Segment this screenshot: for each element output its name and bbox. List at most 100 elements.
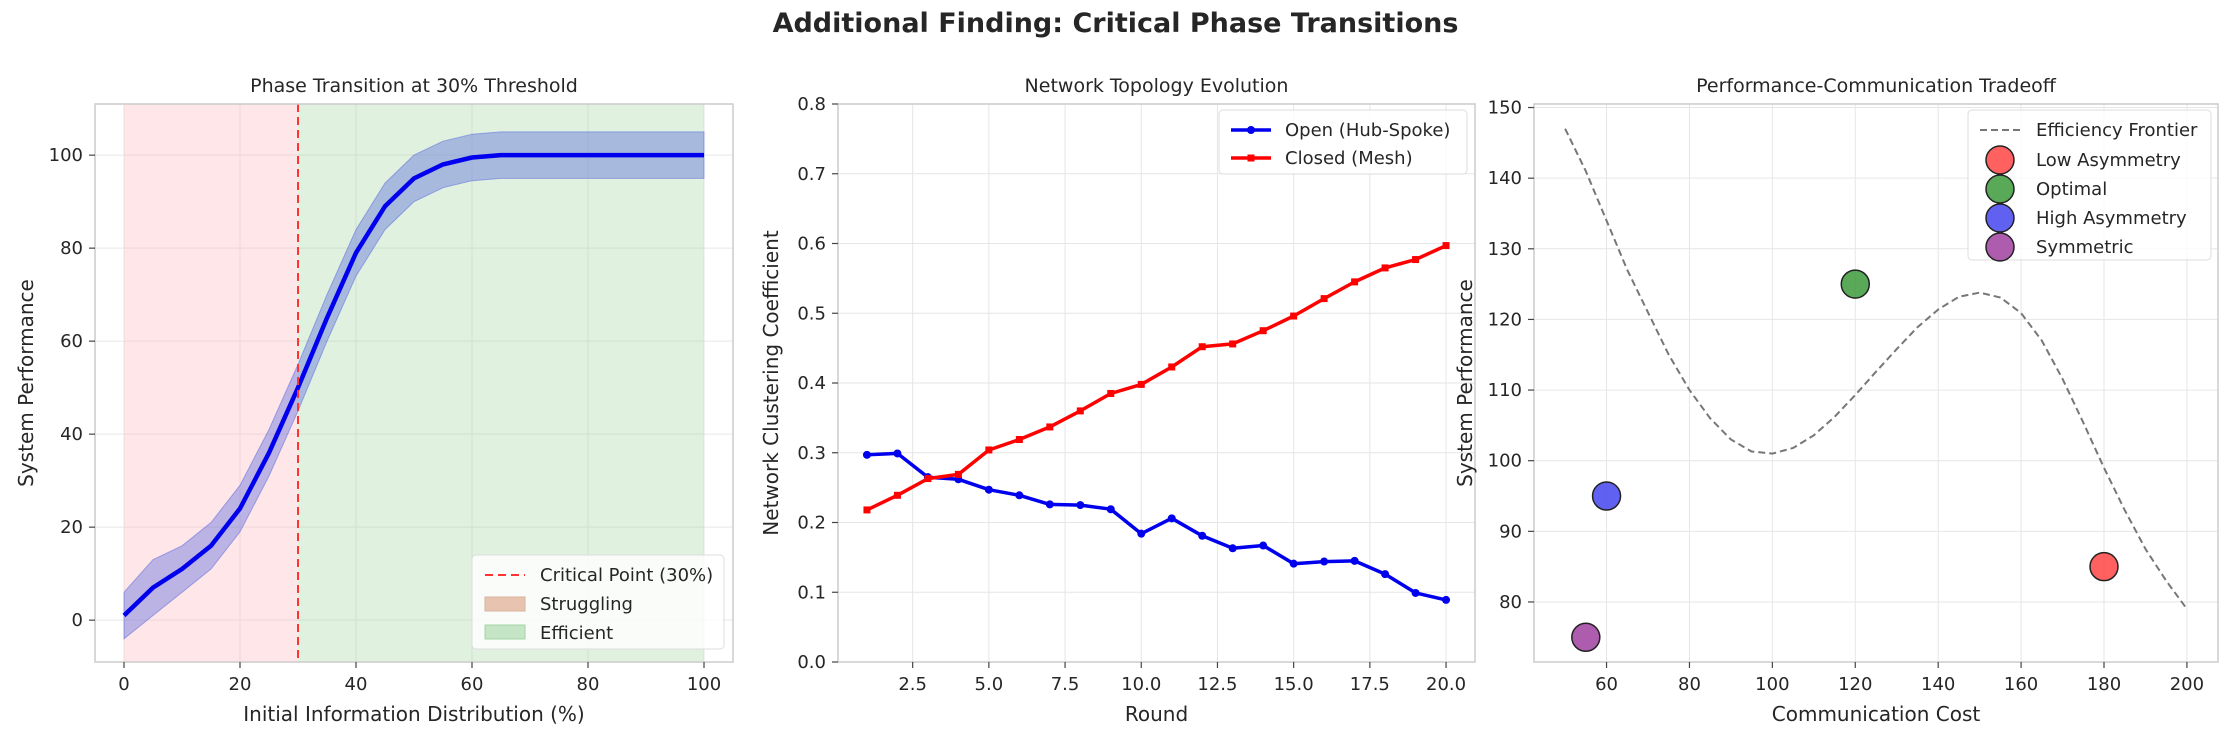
- axes-frame: [94, 103, 734, 663]
- legend-label: Efficiency Frontier: [2036, 120, 2198, 141]
- series-1-point: [1259, 541, 1268, 550]
- point-low-asymmetry: [2089, 551, 2119, 582]
- x-tick-label: 20.0: [1426, 674, 1466, 695]
- x-tick-label: 17.5: [1350, 674, 1390, 695]
- series-2-point: [1015, 435, 1023, 443]
- series-1-point: [1076, 501, 1085, 510]
- y-tick-label: 90: [1499, 521, 1522, 542]
- series-2-point: [893, 491, 901, 499]
- y-tick-label: 0.6: [797, 234, 826, 255]
- y-tick-label: 0.8: [797, 94, 826, 115]
- x-tick-label: 20: [229, 674, 252, 695]
- series-2-point: [1381, 264, 1389, 272]
- x-tick-label: 7.5: [1051, 674, 1080, 695]
- series-1-point: [893, 449, 902, 458]
- legend-marker-symmetric: [1985, 232, 2015, 262]
- series-1-point: [1289, 559, 1298, 568]
- series-1-point: [1106, 505, 1115, 514]
- y-tick-label: 40: [60, 424, 83, 445]
- x-axis-label: Initial Information Distribution (%): [243, 702, 584, 726]
- legend-label: Open (Hub-Spoke): [1285, 120, 1450, 141]
- series-2-point: [1076, 407, 1084, 415]
- x-tick-label: 0: [118, 674, 129, 695]
- y-tick-label: 130: [1488, 239, 1522, 260]
- x-tick-label: 160: [2004, 674, 2038, 695]
- x-tick-label: 80: [577, 674, 600, 695]
- series-1-point: [1442, 595, 1451, 604]
- series-2-point: [1229, 340, 1237, 348]
- point-high-asymmetry: [1591, 481, 1622, 511]
- x-tick-label: 40: [345, 674, 368, 695]
- legend-marker-optimal: [1985, 174, 2015, 204]
- x-tick-label: 120: [1838, 674, 1872, 695]
- x-axis-label: Communication Cost: [1772, 702, 1981, 726]
- chart-title: Network Topology Evolution: [1025, 75, 1289, 97]
- plot-area: [122, 104, 705, 662]
- x-tick-label: 80: [1678, 674, 1701, 695]
- x-tick-label: 100: [1755, 674, 1789, 695]
- x-tick-label: 200: [2170, 674, 2204, 695]
- series-2-point: [985, 446, 993, 454]
- x-tick-label: 140: [1921, 674, 1955, 695]
- series-2-point: [1259, 327, 1267, 335]
- y-tick-label: 100: [1488, 451, 1522, 472]
- x-tick-label: 60: [1595, 674, 1618, 695]
- chart-title: Phase Transition at 30% Threshold: [250, 75, 578, 97]
- series-2-point: [1168, 363, 1176, 371]
- performance-line: [122, 152, 704, 618]
- y-tick-label: 120: [1488, 309, 1522, 330]
- series-1-point: [1167, 514, 1176, 523]
- legend-label: Low Asymmetry: [2036, 150, 2181, 171]
- series-1-point: [1411, 588, 1420, 597]
- chart-3: 60 80 100 120 140 160 180 200 80 90 100 110 120 130 14…: [1453, 75, 2219, 726]
- y-tick-label: 80: [60, 238, 83, 259]
- y-tick-label: 0.4: [797, 373, 826, 394]
- y-axis-label: System Performance: [1453, 279, 1477, 487]
- legend-marker-closed: [1247, 154, 1255, 162]
- legend-swatch-efficient: [484, 624, 526, 640]
- series-1-point: [984, 485, 993, 494]
- y-axis-label: System Performance: [14, 279, 38, 487]
- y-tick-label: 140: [1488, 168, 1522, 189]
- legend-marker-high-asymmetry: [1985, 203, 2015, 233]
- y-tick-label: 60: [60, 331, 83, 352]
- series-line-2: [866, 244, 1447, 512]
- x-axis-label: Round: [1125, 702, 1188, 726]
- legend-box: [1218, 109, 1468, 175]
- chart-2: 2.5 5.0 7.5 10.0 12.5 15.0 17.5 20.0 0.0 0.1 0.2 0.…: [759, 75, 1476, 726]
- series-2-point: [1320, 295, 1328, 303]
- y-tick-label: 0.1: [797, 582, 826, 603]
- chart-1: 0 20 40 60 80 100 0 20 40 60 80 100 Phase Transition…: [14, 75, 734, 726]
- legend-label: Critical Point (30%): [540, 565, 713, 586]
- legend-label: Closed (Mesh): [1285, 148, 1413, 169]
- series-2-point: [954, 470, 962, 478]
- y-tick-label: 150: [1488, 98, 1522, 119]
- y-axis-label: Network Clustering Coefficient: [759, 230, 783, 536]
- legend-box: [1967, 109, 2212, 261]
- series-1-point: [1350, 556, 1359, 565]
- series-2-point: [1107, 389, 1115, 397]
- x-tick-label: 10.0: [1121, 674, 1161, 695]
- y-tick-label: 0: [72, 610, 83, 631]
- figure-title: Additional Finding: Critical Phase Trans…: [772, 8, 1459, 39]
- y-tick-label: 0.5: [797, 303, 826, 324]
- series-1-point: [1015, 491, 1024, 500]
- series-1-point: [1320, 557, 1329, 566]
- y-tick-label: 0.7: [797, 164, 826, 185]
- y-tick-label: 110: [1488, 380, 1522, 401]
- axes-frame: [1533, 103, 2219, 663]
- efficiency-frontier-line: [1564, 128, 2188, 610]
- y-tick-label: 0.3: [797, 443, 826, 464]
- legend-label: Symmetric: [2036, 237, 2134, 258]
- plot-area: [1564, 128, 2188, 653]
- series-1-point: [1137, 529, 1146, 538]
- x-tick-label: 5.0: [975, 674, 1004, 695]
- legend-swatch-struggling: [484, 596, 526, 612]
- series-2-point: [924, 475, 932, 483]
- y-tick-label: 100: [49, 145, 83, 166]
- y-tick-label: 80: [1499, 592, 1522, 613]
- series-line-1: [866, 451, 1447, 602]
- plot-area: [862, 242, 1451, 604]
- x-tick-label: 180: [2087, 674, 2121, 695]
